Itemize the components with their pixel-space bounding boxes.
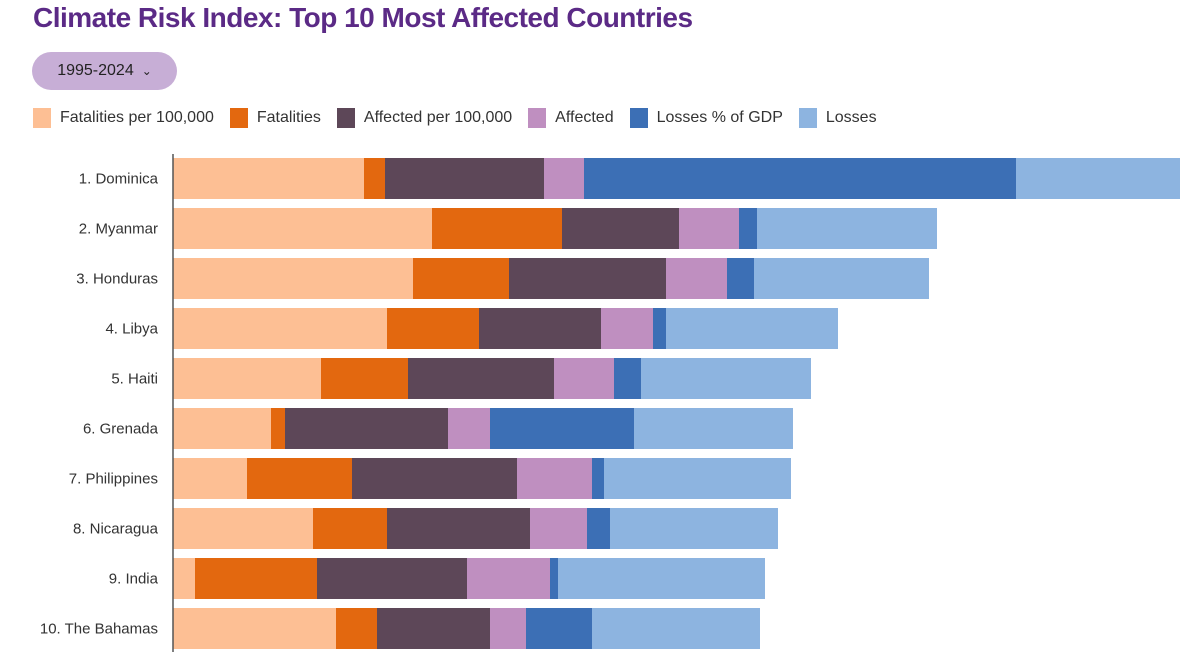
legend-swatch (629, 108, 648, 128)
bar-segment[interactable] (739, 208, 757, 249)
bar-segment[interactable] (584, 158, 1016, 199)
bar-segment[interactable] (604, 458, 791, 499)
bar-segment[interactable] (385, 158, 544, 199)
bar-segment[interactable] (387, 508, 530, 549)
bar-segment[interactable] (173, 208, 432, 249)
legend: Fatalities per 100,000 Fatalities Affected… (33, 108, 877, 128)
bar-segment[interactable] (247, 458, 352, 499)
category-label: 2. Myanmar (79, 221, 158, 238)
legend-swatch (528, 108, 547, 128)
bar-segment[interactable] (173, 608, 336, 649)
bar-segment[interactable] (336, 608, 377, 649)
legend-swatch (229, 108, 248, 128)
legend-label: Affected (555, 109, 614, 126)
bar-segment[interactable] (317, 558, 467, 599)
legend-item[interactable]: Fatalities (229, 108, 321, 128)
legend-swatch (798, 108, 817, 128)
bar-segment[interactable] (490, 408, 634, 449)
bar-segment[interactable] (727, 258, 754, 299)
category-label: 4. Libya (105, 321, 158, 338)
bar-segment[interactable] (467, 558, 550, 599)
bar-segment[interactable] (592, 458, 604, 499)
bar-segment[interactable] (173, 158, 364, 199)
bar-chart: 1. Dominica 2. Myanmar 3. Honduras 4. Libya… (40, 154, 1180, 652)
bar-segment[interactable] (479, 308, 601, 349)
legend-label: Affected per 100,000 (363, 109, 513, 126)
category-label: 3. Honduras (76, 271, 158, 288)
period-value: 1995-2024 (57, 62, 134, 79)
category-label: 9. India (109, 571, 159, 588)
bar-segment[interactable] (653, 308, 666, 349)
category-label: 6. Grenada (83, 421, 159, 438)
legend-swatch (336, 108, 355, 128)
legend-label: Fatalities (256, 109, 321, 126)
category-label: 5. Haiti (111, 371, 158, 388)
bar-segment[interactable] (173, 408, 271, 449)
legend-swatch (33, 108, 51, 128)
bar-segment[interactable] (364, 158, 385, 199)
bar-segment[interactable] (377, 608, 490, 649)
bar-segment[interactable] (544, 158, 584, 199)
bar-segment[interactable] (526, 608, 592, 649)
category-label: 10. The Bahamas (40, 621, 158, 638)
category-label: 7. Philippines (69, 471, 158, 488)
legend-item[interactable]: Losses (798, 108, 877, 128)
bar-segment[interactable] (173, 308, 387, 349)
bar-segment[interactable] (1016, 158, 1180, 199)
bar-segment[interactable] (509, 258, 666, 299)
bar-segment[interactable] (666, 258, 727, 299)
legend-item[interactable]: Fatalities per 100,000 (33, 108, 214, 128)
bar-segment[interactable] (271, 408, 285, 449)
bar-segment[interactable] (530, 508, 587, 549)
bar-segment[interactable] (666, 308, 838, 349)
legend-label: Fatalities per 100,000 (60, 109, 214, 126)
bar-segment[interactable] (413, 258, 509, 299)
bar-segment[interactable] (634, 408, 793, 449)
legend-item[interactable]: Affected per 100,000 (336, 108, 513, 128)
bar-segment[interactable] (432, 208, 562, 249)
bar-segment[interactable] (550, 558, 558, 599)
bar-segment[interactable] (757, 208, 937, 249)
bar-segment[interactable] (387, 308, 479, 349)
bar-segment[interactable] (562, 208, 679, 249)
legend-label: Losses % of GDP (656, 109, 783, 126)
bar-segment[interactable] (592, 608, 760, 649)
chart-title: Climate Risk Index: Top 10 Most Affected… (33, 2, 693, 33)
bar-segment[interactable] (173, 508, 313, 549)
bar-segment[interactable] (285, 408, 448, 449)
category-label: 1. Dominica (79, 171, 159, 188)
bar-segment[interactable] (173, 358, 321, 399)
legend-item[interactable]: Affected (528, 108, 614, 128)
bar-segment[interactable] (587, 508, 610, 549)
bar-segment[interactable] (490, 608, 526, 649)
bar-segment[interactable] (173, 558, 195, 599)
bar-segment[interactable] (601, 308, 653, 349)
bar-segment[interactable] (679, 208, 739, 249)
bar-segment[interactable] (408, 358, 554, 399)
bar-segment[interactable] (173, 458, 247, 499)
bar-segment[interactable] (517, 458, 592, 499)
bar-segment[interactable] (321, 358, 408, 399)
period-dropdown[interactable]: 1995-2024 ⌄ (32, 52, 177, 90)
bar-segment[interactable] (614, 358, 641, 399)
bar-segment[interactable] (173, 258, 413, 299)
chevron-down-icon: ⌄ (141, 64, 152, 78)
bar-segment[interactable] (448, 408, 490, 449)
bar-segment[interactable] (754, 258, 929, 299)
category-label: 8. Nicaragua (73, 521, 159, 538)
bar-segment[interactable] (195, 558, 317, 599)
bar-segment[interactable] (641, 358, 811, 399)
bar-segment[interactable] (352, 458, 517, 499)
bar-segment[interactable] (558, 558, 765, 599)
bar-segment[interactable] (610, 508, 778, 549)
legend-item[interactable]: Losses % of GDP (629, 108, 783, 128)
bar-segment[interactable] (313, 508, 387, 549)
bar-segment[interactable] (554, 358, 614, 399)
legend-label: Losses (825, 109, 877, 126)
